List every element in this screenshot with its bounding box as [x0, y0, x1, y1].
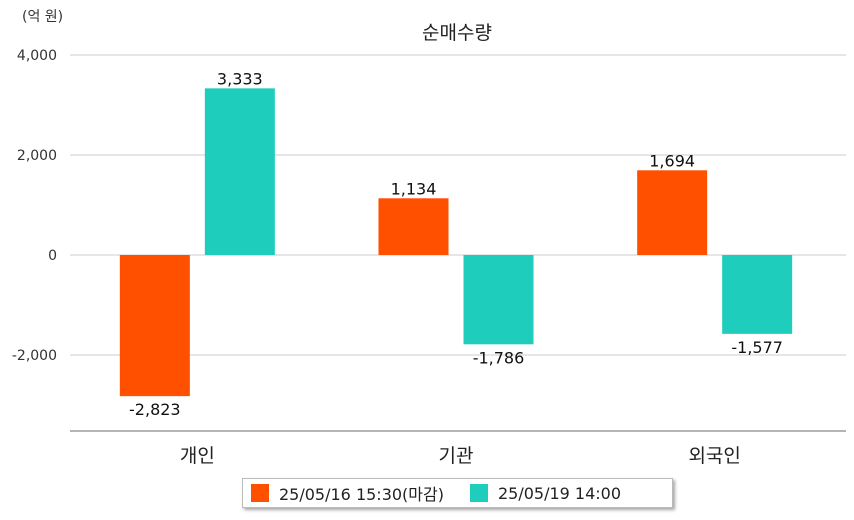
legend: 25/05/16 15:30(마감) 25/05/19 14:00	[242, 478, 673, 508]
unit-label: (억 원)	[22, 9, 64, 25]
data-label: -1,577	[731, 338, 783, 357]
legend-swatch-series1	[251, 484, 269, 502]
bar-series2	[463, 255, 534, 345]
legend-swatch-series2	[469, 484, 488, 502]
data-label: -2,823	[129, 400, 181, 419]
bar-series1	[378, 198, 449, 255]
chart-title: 순매수량	[422, 22, 492, 44]
bar-chart: 4,000 2,000 0 -2,000 개인 -2,823 3,333 기관 1,134 -1,…	[12, 48, 846, 467]
x-tick-label: 개인	[180, 445, 215, 467]
y-tick-label: 2,000	[17, 148, 57, 164]
data-label: 1,694	[649, 151, 695, 170]
data-label: 3,333	[217, 69, 263, 88]
data-label: 1,134	[391, 179, 437, 198]
bar-series2	[204, 88, 275, 255]
bar-series1	[637, 170, 708, 255]
legend-label-series1: 25/05/16 15:30(마감)	[279, 485, 444, 504]
x-tick-label: 기관	[439, 445, 474, 467]
bar-series1	[119, 255, 190, 397]
data-label: -1,786	[473, 348, 525, 367]
x-tick-label: 외국인	[688, 445, 740, 467]
y-tick-label: 4,000	[17, 48, 57, 64]
y-tick-label: 0	[48, 248, 57, 264]
y-tick-label: -2,000	[12, 348, 57, 364]
legend-label-series2: 25/05/19 14:00	[497, 483, 622, 503]
bar-series2	[722, 255, 793, 334]
legend-item-series2[interactable]: 25/05/19 14:00	[469, 483, 622, 503]
legend-item-series1[interactable]: 25/05/16 15:30(마감)	[251, 481, 444, 505]
